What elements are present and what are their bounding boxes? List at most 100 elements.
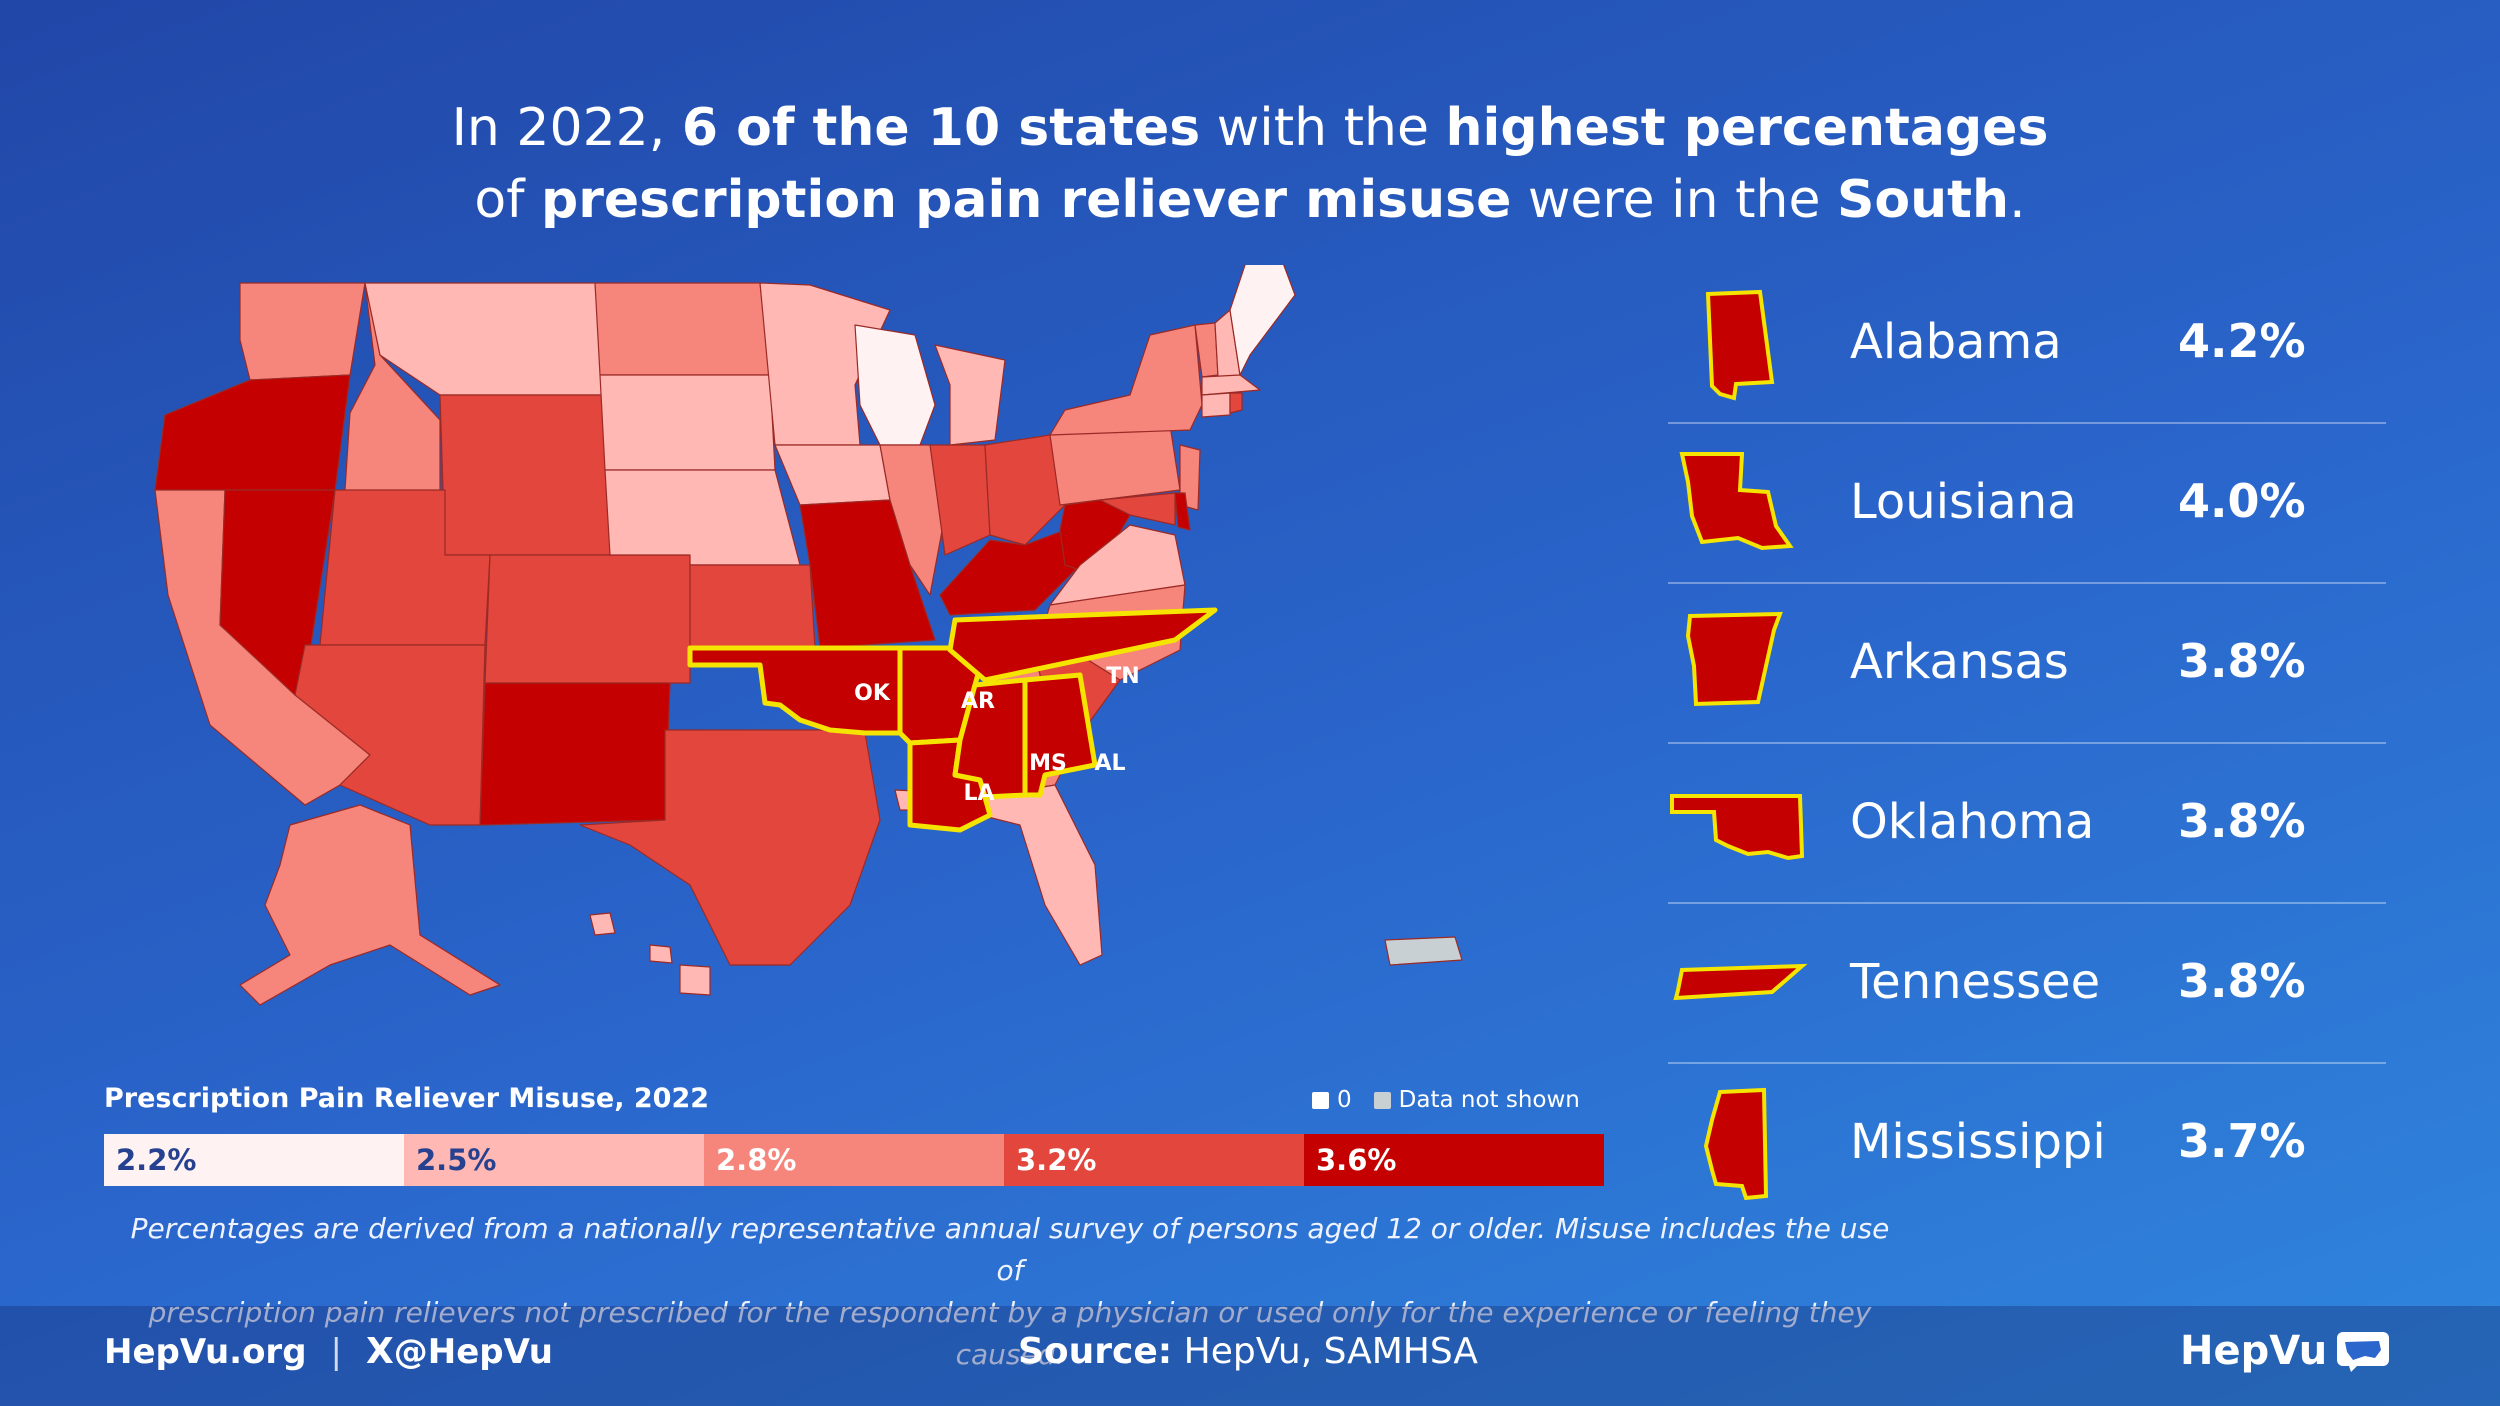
headline-emphasis: 6 of the 10 states [681, 98, 1201, 158]
label-la: LA [963, 781, 994, 806]
ranking-state-name: Mississippi [1850, 1114, 2106, 1170]
louisiana-shape-icon [1679, 452, 1794, 551]
state-nebraska[interactable] [604, 469, 801, 566]
legend-special-keys: 0 Data not shown [1312, 1087, 1580, 1113]
label-ar: AR [961, 689, 995, 714]
legend-bin: 2.8% [704, 1134, 1004, 1186]
us-choropleth-map: OK AR TN LA MS AL [154, 265, 1463, 1006]
legend-title: Prescription Pain Reliever Misuse, 2022 [104, 1083, 710, 1114]
state-alaska[interactable] [239, 804, 501, 1006]
note-line-1: Percentages are derived from a nationall… [130, 1212, 1890, 1287]
headline-emphasis: prescription pain reliever misuse [541, 170, 1512, 230]
territory-puerto-rico[interactable] [1384, 936, 1463, 966]
tennessee-shape-icon [1673, 963, 1808, 1001]
social-link[interactable]: X@HepVu [366, 1331, 553, 1372]
headline: In 2022, 6 of the 10 states with the hig… [0, 92, 2500, 236]
state-kansas[interactable] [689, 564, 816, 649]
ranking-state-value: 3.8% [2178, 954, 2306, 1008]
state-connecticut[interactable] [1201, 392, 1231, 418]
ranking-state-value: 4.0% [2178, 474, 2306, 528]
note-line-2: prescription pain relievers not prescrib… [148, 1296, 1872, 1371]
headline-line-2: of prescription pain reliever misuse wer… [0, 164, 2500, 236]
source-text: HepVu, SAMHSA [1172, 1331, 1479, 1372]
label-al: AL [1094, 751, 1125, 776]
no-data-label: Data not shown [1398, 1087, 1580, 1113]
legend-no-data: Data not shown [1373, 1087, 1580, 1113]
legend-zero: 0 [1312, 1087, 1352, 1113]
legend-scale: 2.2% 2.5% 2.8% 3.2% 3.6% [104, 1134, 1604, 1186]
legend-bin: 3.2% [1004, 1134, 1304, 1186]
label-ms: MS [1029, 751, 1067, 776]
brand-wordmark: HepVu [2180, 1328, 2328, 1374]
state-colorado[interactable] [484, 554, 691, 684]
state-arizona[interactable] [294, 644, 486, 826]
zero-swatch [1312, 1091, 1329, 1109]
hepvu-logo: HepVu [2180, 1328, 2391, 1374]
legend-bin: 3.6% [1304, 1134, 1604, 1186]
footer-bar [0, 1306, 2500, 1406]
state-north-dakota[interactable] [594, 282, 771, 376]
headline-text: of [474, 170, 542, 230]
state-tennessee[interactable] [947, 607, 1218, 683]
footer-divider: | [330, 1331, 343, 1372]
state-south-dakota[interactable] [599, 374, 776, 471]
ranking-row-louisiana: Louisiana 4.0% [1668, 424, 2386, 584]
state-new-mexico[interactable] [479, 682, 671, 826]
state-delaware[interactable] [1174, 492, 1191, 531]
alabama-shape-icon [1705, 289, 1775, 401]
ranking-row-alabama: Alabama 4.2% [1668, 264, 2386, 424]
state-wisconsin[interactable] [854, 324, 936, 446]
source-credit: Source: HepVu, SAMHSA [1018, 1331, 1478, 1372]
mississippi-shape-icon [1703, 1087, 1769, 1201]
footer-links: HepVu.org | X@HepVu [104, 1331, 553, 1372]
state-alabama[interactable] [1022, 672, 1098, 798]
ranking-state-value: 3.8% [2178, 634, 2306, 688]
ranking-state-name: Arkansas [1850, 634, 2069, 690]
ranking-row-tennessee: Tennessee 3.8% [1668, 904, 2386, 1064]
ranking-state-name: Oklahoma [1850, 794, 2095, 850]
ranking-state-value: 3.7% [2178, 1114, 2306, 1168]
social-handle: @HepVu [393, 1332, 553, 1372]
us-map-logo-icon [2337, 1332, 2390, 1372]
state-rhode-island[interactable] [1229, 392, 1243, 414]
label-ok: OK [854, 681, 891, 706]
x-logo-icon: X [366, 1331, 394, 1372]
legend-bin: 2.5% [404, 1134, 704, 1186]
legend-bin: 2.2% [104, 1134, 404, 1186]
website-link[interactable]: HepVu.org [104, 1331, 307, 1372]
headline-emphasis: South [1836, 170, 2010, 230]
top-states-panel: Alabama 4.2% Louisiana 4.0% Arkansas 3.8… [1668, 264, 2386, 1222]
state-iowa[interactable] [774, 444, 891, 506]
state-massachusetts[interactable] [1201, 374, 1261, 396]
ranking-row-arkansas: Arkansas 3.8% [1668, 584, 2386, 744]
state-new-york[interactable] [1049, 324, 1203, 436]
no-data-swatch [1373, 1091, 1391, 1109]
headline-text: . [2009, 170, 2026, 230]
headline-line-1: In 2022, 6 of the 10 states with the hig… [0, 92, 2500, 164]
ranking-row-oklahoma: Oklahoma 3.8% [1668, 744, 2386, 904]
oklahoma-shape-icon [1670, 794, 1805, 861]
state-virginia[interactable] [1049, 524, 1186, 606]
state-oregon[interactable] [154, 374, 351, 491]
headline-text: In 2022, [451, 98, 682, 158]
headline-text: were in the [1511, 170, 1837, 230]
arkansas-shape-icon [1685, 611, 1783, 707]
state-wyoming[interactable] [439, 394, 611, 556]
headline-text: with the [1200, 98, 1446, 158]
zero-label: 0 [1337, 1087, 1352, 1113]
ranking-state-value: 4.2% [2178, 314, 2306, 368]
ranking-state-name: Alabama [1850, 314, 2062, 370]
state-ohio[interactable] [984, 434, 1066, 546]
state-washington[interactable] [239, 282, 366, 381]
state-hawaii[interactable] [589, 912, 711, 996]
ranking-state-name: Tennessee [1850, 954, 2101, 1010]
ranking-row-mississippi: Mississippi 3.7% [1668, 1064, 2386, 1222]
ranking-state-name: Louisiana [1850, 474, 2077, 530]
ranking-state-value: 3.8% [2178, 794, 2306, 848]
methodology-note: Percentages are derived from a nationall… [130, 1208, 1890, 1376]
state-maine[interactable] [1229, 265, 1296, 376]
label-tn: TN [1106, 664, 1139, 689]
state-pennsylvania[interactable] [1049, 424, 1181, 506]
state-michigan[interactable] [934, 344, 1006, 446]
headline-emphasis: highest percentages [1445, 98, 2049, 158]
